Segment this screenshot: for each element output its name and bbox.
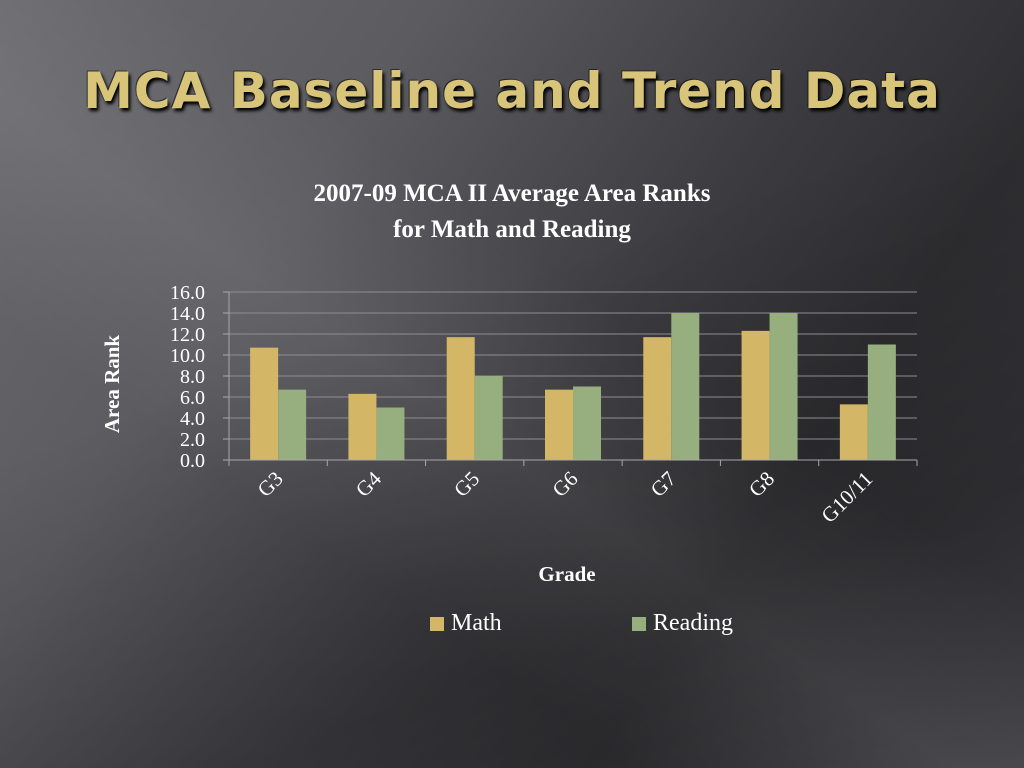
axes [223, 291, 918, 466]
legend-label-reading: Reading [653, 610, 733, 636]
y-tick-label: 2.0 [180, 429, 205, 451]
x-category-label: G10/11 [816, 467, 877, 528]
y-tick-label: 10.0 [170, 345, 205, 367]
bar-math-g5 [446, 337, 475, 460]
bar-math-g4 [348, 393, 377, 460]
legend-item-reading: Reading [632, 610, 733, 637]
bar-math-g10-11 [839, 404, 868, 460]
chart-title-line-1: 2007-09 MCA II Average Area Ranks [313, 180, 711, 207]
bar-math-g7 [643, 337, 672, 460]
bar-reading-g10-11 [867, 344, 896, 460]
bar-reading-g7 [671, 313, 700, 460]
legend-swatch-reading [632, 616, 646, 631]
bar-reading-g3 [278, 389, 307, 460]
chart-title: 2007-09 MCA II Average Area Ranks for Ma… [200, 176, 824, 248]
x-axis-title: Grade [538, 562, 595, 586]
bar-math-g3 [250, 347, 279, 460]
x-category-label: G4 [351, 466, 386, 501]
bar-reading-g6 [573, 386, 601, 460]
x-category-label: G6 [547, 467, 582, 502]
x-category-label: G8 [744, 467, 779, 502]
bars [250, 313, 896, 460]
bar-math-g8 [741, 330, 770, 460]
slide-title: MCA Baseline and Trend Data [83, 62, 941, 120]
y-tick-label: 6.0 [180, 387, 205, 409]
x-category-label: G7 [646, 467, 681, 502]
bar-reading-g4 [376, 407, 405, 460]
legend-swatch-math [430, 616, 444, 631]
bar-reading-g8 [769, 313, 798, 460]
chart-legend: Math Reading [0, 610, 1024, 642]
y-tick-label: 14.0 [170, 303, 205, 325]
y-tick-label: 4.0 [180, 408, 205, 430]
bar-reading-g5 [474, 376, 503, 460]
legend-item-math: Math [430, 610, 502, 637]
x-category-label: G5 [449, 467, 484, 502]
y-tick-label: 12.0 [170, 324, 205, 346]
y-tick-label: 8.0 [180, 366, 205, 388]
chart-title-line-2: for Math and Reading [393, 216, 631, 243]
y-axis-title: Area Rank [100, 335, 124, 434]
legend-label-math: Math [451, 610, 502, 636]
y-tick-label: 16.0 [170, 282, 205, 304]
x-category-label: G3 [253, 467, 288, 502]
y-tick-label: 0.0 [180, 450, 205, 472]
bar-math-g6 [545, 389, 573, 460]
